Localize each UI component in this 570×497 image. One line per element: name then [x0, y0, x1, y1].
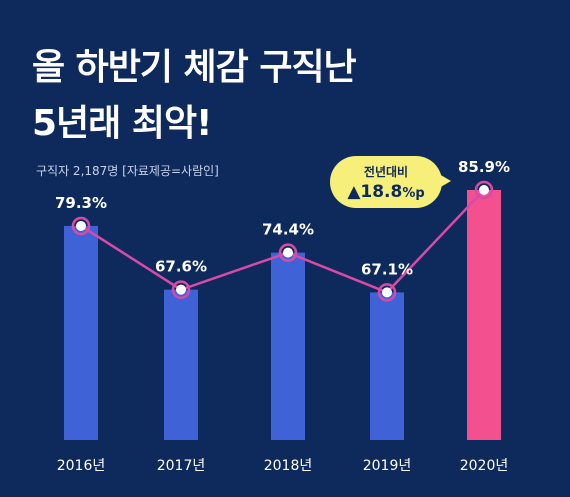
- marker-dot: [176, 284, 186, 295]
- x-tick-label: 2020년: [460, 458, 509, 474]
- marker-dot: [479, 185, 489, 195]
- bar-2020년: [467, 190, 501, 440]
- value-label: 74.4%: [262, 221, 314, 239]
- yoy-callout: 전년대비 ▲18.8%p: [330, 156, 451, 208]
- bar-2017년: [164, 289, 198, 440]
- marker-ring: [278, 243, 298, 262]
- value-label: 85.9%: [458, 158, 510, 176]
- bar-2018년: [271, 252, 305, 440]
- value-label: 79.3%: [55, 194, 107, 212]
- bar-2016년: [64, 225, 98, 440]
- title-line-1: 올 하반기 체감 구직난: [32, 47, 357, 88]
- callout-number: ▲18.8: [347, 182, 403, 202]
- title-line-2: 5년래 최악!: [32, 103, 212, 144]
- marker-ring: [71, 216, 91, 236]
- x-tick-label: 2016년: [57, 458, 106, 474]
- x-tick-label: 2018년: [264, 458, 313, 474]
- marker-ring: [377, 283, 397, 302]
- callout-label: 전년대비: [363, 165, 409, 179]
- bar-2019년: [370, 292, 404, 440]
- marker-ring: [474, 180, 494, 200]
- page-title: 올 하반기 체감 구직난 5년래 최악!: [32, 40, 357, 152]
- value-label: 67.1%: [361, 260, 413, 278]
- source-note: 구직자 2,187명 [자료제공=사람인]: [36, 164, 219, 178]
- marker-dot: [283, 247, 293, 258]
- callout-value: ▲18.8%p: [330, 182, 442, 202]
- x-tick-label: 2019년: [363, 458, 412, 474]
- marker-dot: [76, 220, 86, 231]
- marker-ring: [171, 280, 191, 299]
- marker-dot: [382, 287, 392, 298]
- x-tick-label: 2017년: [157, 458, 206, 474]
- callout-pointer: [439, 174, 451, 188]
- callout-unit: %p: [402, 186, 425, 201]
- value-label: 67.6%: [155, 258, 207, 276]
